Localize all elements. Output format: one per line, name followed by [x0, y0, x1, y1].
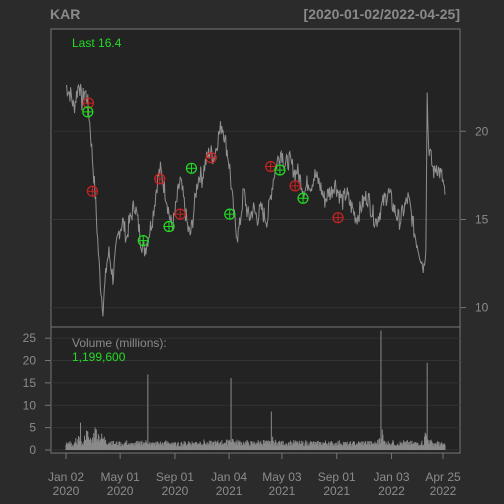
volume-tick-label: 15 [23, 376, 37, 390]
x-tick-year: 2021 [269, 484, 296, 498]
volume-axis-ticks: 0 5 10 15 20 25 [23, 331, 51, 457]
sell-signal-marker [154, 173, 166, 185]
chart-symbol-title: KAR [50, 6, 80, 22]
x-tick-year: 2022 [378, 484, 405, 498]
x-tick-year: 2021 [216, 484, 243, 498]
volume-tick-label: 20 [23, 354, 37, 368]
price-line [65, 83, 446, 317]
buy-signal-marker [82, 106, 94, 118]
sell-signal-marker [265, 160, 277, 173]
price-panel-frame [50, 28, 461, 328]
buy-signal-marker [224, 208, 236, 220]
buy-signal-marker [274, 164, 286, 176]
x-tick-label: May 01 [100, 470, 140, 484]
buy-signal-marker [137, 234, 149, 247]
volume-tick-label: 0 [29, 443, 36, 457]
signal-markers [82, 97, 344, 247]
x-tick-label: Jan 03 [374, 470, 410, 484]
price-panel: 10 15 20 Last 16.4 [50, 28, 489, 328]
price-tick-label: 15 [475, 212, 489, 226]
price-tick-label: 10 [475, 301, 489, 315]
last-volume-value: 1,199,600 [72, 350, 126, 364]
sell-signal-marker [205, 152, 217, 164]
x-tick-year: 2022 [430, 484, 457, 498]
x-tick-year: 2021 [323, 484, 350, 498]
price-gridlines [51, 130, 460, 309]
x-tick-label: Apr 25 [425, 470, 461, 484]
volume-series [65, 330, 446, 450]
x-tick-label: Jan 02 [48, 470, 84, 484]
x-tick-year: 2020 [162, 484, 189, 498]
x-tick-year: 2020 [53, 484, 80, 498]
volume-label: Volume (millions): [72, 336, 167, 350]
x-tick-year: 2020 [107, 484, 134, 498]
price-axis-ticks: 10 15 20 [460, 124, 489, 315]
sell-signal-marker [174, 208, 186, 220]
buy-signal-marker [185, 162, 198, 174]
volume-tick-label: 5 [29, 421, 36, 435]
volume-panel: 0 5 10 15 20 25 Volume (millions): 1,199,600 [23, 326, 461, 457]
x-tick-label: Jan 04 [211, 470, 247, 484]
buy-signal-marker [297, 192, 309, 204]
chart-date-range: [2020-01-02/2022-04-25] [304, 6, 460, 22]
volume-tick-label: 25 [23, 331, 37, 345]
last-price-label: Last 16.4 [72, 36, 122, 50]
sell-signal-marker [86, 185, 99, 197]
price-series [65, 83, 446, 317]
x-tick-label: May 03 [262, 470, 302, 484]
sell-signal-marker [332, 212, 344, 224]
price-tick-label: 20 [475, 124, 489, 138]
x-tick-label: Sep 01 [318, 470, 356, 484]
volume-tick-label: 10 [23, 398, 37, 412]
buy-signal-marker [163, 220, 175, 233]
volume-panel-frame [50, 326, 461, 454]
sell-signal-marker [289, 180, 301, 192]
x-tick-label: Sep 01 [156, 470, 194, 484]
